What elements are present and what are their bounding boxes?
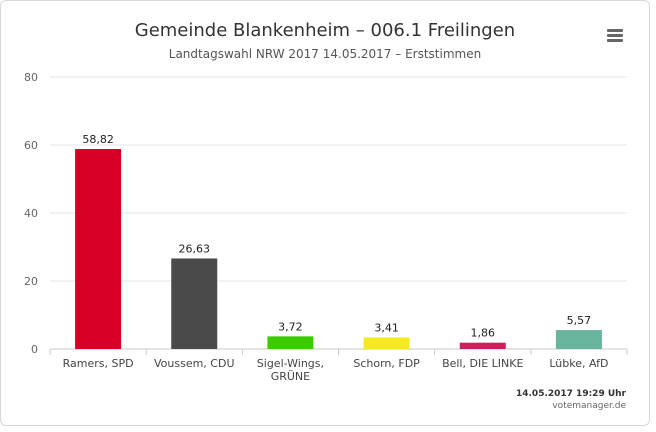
x-tick-label: Bell, DIE LINKE (442, 357, 523, 370)
credit-text: votemanager.de (552, 401, 626, 411)
y-tick-label: 0 (31, 343, 38, 356)
bar (363, 337, 410, 349)
hamburger-menu-icon[interactable] (604, 28, 626, 44)
x-tick-label: Voussem, CDU (154, 357, 235, 370)
y-tick-label: 60 (24, 139, 38, 152)
x-tick-label: Lübke, AfD (549, 357, 608, 370)
y-tick-label: 20 (24, 275, 38, 288)
chart-title: Gemeinde Blankenheim – 006.1 Freilingen (134, 20, 516, 41)
data-label: 26,63 (179, 242, 211, 255)
bar (171, 258, 218, 349)
bar (459, 342, 506, 349)
x-tick-label: Ramers, SPD (63, 357, 134, 370)
x-tick-label: GRÜNE (271, 370, 310, 383)
bar (555, 330, 602, 349)
y-tick-label: 40 (24, 207, 38, 220)
data-label: 58,82 (82, 133, 114, 146)
data-label: 5,57 (567, 314, 592, 327)
x-tick-label: Sigel-Wings, (257, 357, 324, 370)
chart-subtitle: Landtagswahl NRW 2017 14.05.2017 – Ersts… (168, 47, 482, 61)
bar (267, 336, 314, 349)
data-label: 3,41 (374, 321, 399, 334)
timestamp: 14.05.2017 19:29 Uhr (515, 389, 626, 399)
data-label: 3,72 (278, 320, 303, 333)
bar (75, 149, 122, 349)
data-label: 1,86 (471, 327, 496, 340)
x-tick-label: Schorn, FDP (353, 357, 420, 370)
y-tick-label: 80 (24, 71, 38, 84)
